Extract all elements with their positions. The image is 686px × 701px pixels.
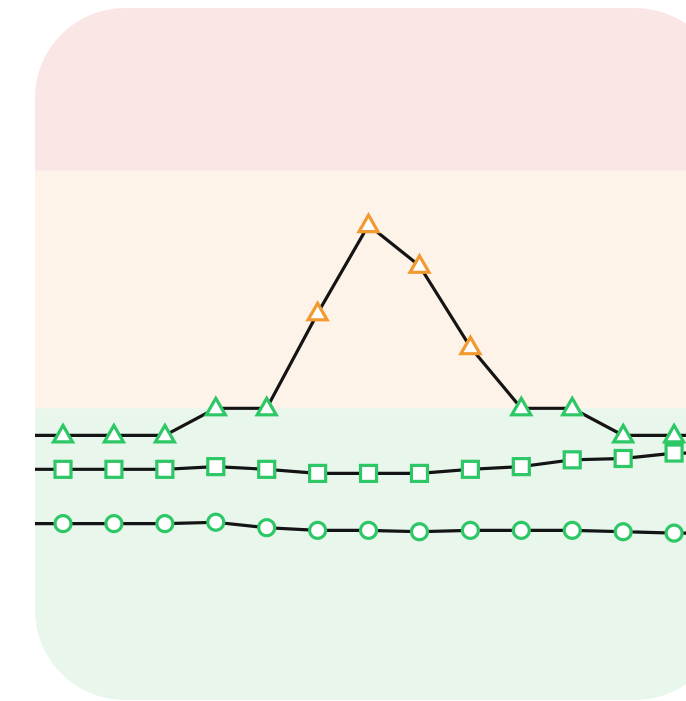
data-point-circle	[104, 514, 124, 534]
data-point-triangle	[661, 422, 686, 444]
data-point-square	[308, 463, 328, 484]
data-point-triangle	[458, 333, 483, 356]
data-point-circle	[511, 520, 531, 540]
data-point-triangle	[509, 395, 534, 417]
data-point-circle	[664, 523, 684, 543]
data-point-square	[257, 459, 277, 479]
band-warning	[35, 170, 686, 409]
data-point-circle	[206, 512, 226, 532]
data-point-circle	[257, 518, 277, 538]
data-point-square	[104, 459, 124, 479]
data-point-square	[155, 459, 175, 479]
data-point-square	[460, 459, 480, 479]
data-point-triangle	[305, 300, 330, 322]
data-point-triangle	[152, 422, 178, 444]
data-point-square	[358, 463, 379, 484]
data-point-circle	[155, 514, 175, 534]
data-point-triangle	[203, 395, 229, 417]
data-point-square	[53, 459, 73, 479]
data-point-square	[562, 450, 582, 470]
data-point-circle	[409, 522, 430, 542]
band-danger	[35, 8, 686, 171]
data-point-triangle	[356, 211, 381, 234]
band-ok	[35, 408, 686, 700]
data-point-circle	[562, 520, 582, 540]
data-point-triangle	[610, 422, 636, 444]
data-point-square	[664, 443, 684, 463]
data-point-circle	[613, 522, 633, 542]
data-point-circle	[358, 520, 379, 540]
data-point-triangle	[407, 252, 432, 274]
data-point-square	[511, 457, 531, 477]
data-point-triangle	[254, 395, 279, 417]
data-point-square	[613, 448, 633, 469]
chart-card	[35, 8, 686, 700]
data-point-circle	[460, 520, 480, 540]
data-point-square	[409, 463, 430, 484]
data-point-triangle	[101, 422, 127, 444]
status-bands	[35, 8, 686, 700]
data-point-square	[206, 457, 226, 477]
series-markers	[50, 211, 686, 543]
data-point-triangle	[559, 395, 585, 417]
data-point-circle	[308, 520, 328, 540]
data-point-circle	[53, 514, 73, 534]
data-point-triangle	[50, 422, 76, 444]
